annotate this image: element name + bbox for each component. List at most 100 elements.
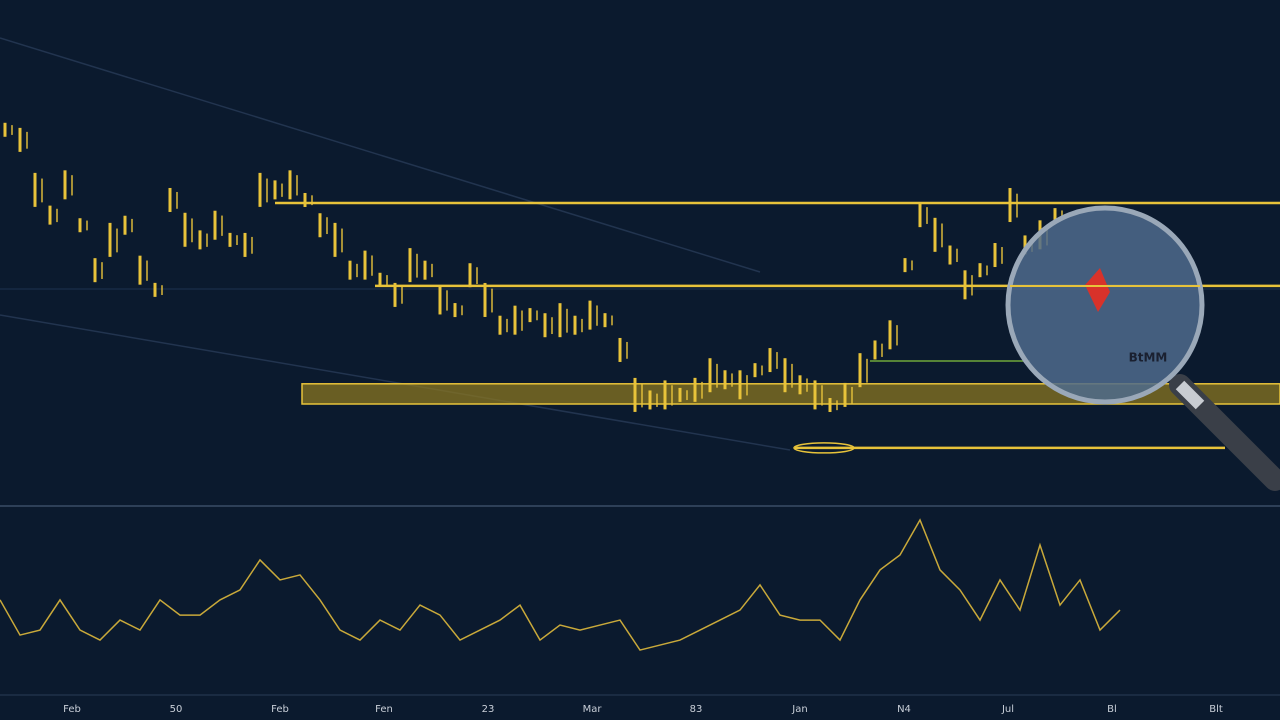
price-tick bbox=[528, 308, 532, 323]
price-tick-shadow bbox=[401, 286, 403, 304]
price-tick-shadow bbox=[911, 260, 913, 271]
price-tick bbox=[78, 218, 82, 233]
price-tick-shadow bbox=[1016, 193, 1018, 218]
price-tick-shadow bbox=[206, 233, 208, 247]
price-tick-shadow bbox=[551, 317, 553, 335]
price-tick-shadow bbox=[326, 217, 328, 235]
price-tick-shadow bbox=[521, 310, 523, 331]
price-tick-shadow bbox=[176, 191, 178, 209]
price-tick bbox=[153, 282, 157, 297]
price-tick bbox=[183, 212, 187, 247]
price-tick-shadow bbox=[251, 236, 253, 254]
price-tick bbox=[228, 232, 232, 247]
price-tick bbox=[633, 377, 637, 412]
price-tick-shadow bbox=[731, 373, 733, 387]
trend-line bbox=[0, 37, 761, 273]
oscillator-line bbox=[0, 518, 1121, 651]
price-tick bbox=[618, 337, 622, 362]
price-tick bbox=[858, 353, 862, 388]
price-tick bbox=[873, 340, 877, 360]
price-tick-shadow bbox=[881, 343, 883, 357]
price-tick bbox=[93, 258, 97, 283]
price-tick-shadow bbox=[896, 325, 898, 346]
price-tick-shadow bbox=[161, 285, 163, 296]
price-tick-shadow bbox=[431, 263, 433, 278]
price-tick-shadow bbox=[611, 315, 613, 326]
price-tick-shadow bbox=[476, 267, 478, 285]
price-tick-shadow bbox=[746, 375, 748, 396]
price-tick-shadow bbox=[986, 265, 988, 276]
price-tick-shadow bbox=[416, 253, 418, 278]
price-tick-shadow bbox=[506, 318, 508, 333]
price-tick-shadow bbox=[26, 131, 28, 149]
price-tick-shadow bbox=[146, 260, 148, 281]
price-tick-shadow bbox=[536, 310, 538, 321]
price-tick bbox=[723, 370, 727, 390]
magnifier-collar bbox=[1175, 380, 1205, 410]
price-tick-shadow bbox=[866, 358, 868, 383]
price-tick-shadow bbox=[851, 386, 853, 404]
price-tick bbox=[708, 358, 712, 393]
price-tick-shadow bbox=[626, 341, 628, 359]
price-tick-shadow bbox=[371, 255, 373, 276]
price-tick bbox=[948, 245, 952, 265]
price-tick bbox=[498, 315, 502, 335]
price-tick bbox=[513, 305, 517, 335]
plot-layer: Feb 50 Feb Fen 23 Mar 83 Jan N4 Jul Bl Blt bbox=[0, 122, 1280, 715]
price-tick-shadow bbox=[716, 363, 718, 388]
price-tick-shadow bbox=[641, 383, 643, 408]
price-tick-shadow bbox=[446, 290, 448, 311]
price-tick bbox=[243, 232, 247, 257]
price-tick bbox=[783, 358, 787, 393]
price-tick bbox=[438, 285, 442, 315]
price-tick bbox=[558, 303, 562, 338]
price-tick-shadow bbox=[1001, 247, 1003, 264]
x-tick-label: Feb bbox=[271, 704, 289, 715]
price-tick-shadow bbox=[116, 228, 118, 253]
price-tick bbox=[978, 263, 982, 278]
price-tick-shadow bbox=[101, 262, 103, 279]
price-tick-shadow bbox=[701, 381, 703, 399]
price-tick bbox=[33, 172, 37, 207]
price-tick bbox=[903, 258, 907, 273]
price-tick bbox=[423, 260, 427, 280]
price-tick-shadow bbox=[71, 175, 73, 196]
magnifier: BtMM bbox=[1005, 205, 1280, 491]
price-tick bbox=[3, 122, 7, 137]
x-tick-label: 50 bbox=[170, 704, 183, 715]
price-tick bbox=[258, 172, 262, 207]
price-tick-shadow bbox=[656, 393, 658, 407]
price-tick-shadow bbox=[236, 235, 238, 246]
price-tick-shadow bbox=[41, 178, 43, 203]
price-tick bbox=[408, 248, 412, 283]
price-tick-shadow bbox=[761, 365, 763, 376]
price-tick bbox=[888, 320, 892, 350]
price-tick bbox=[918, 203, 922, 228]
level-marker bbox=[793, 442, 855, 454]
price-tick bbox=[348, 260, 352, 280]
price-tick bbox=[378, 272, 382, 287]
magnifier-label: BtMM bbox=[1129, 351, 1168, 365]
price-tick bbox=[798, 375, 802, 395]
price-tick-shadow bbox=[266, 178, 268, 203]
price-tick bbox=[843, 382, 847, 407]
price-tick bbox=[468, 263, 472, 288]
price-tick-shadow bbox=[791, 363, 793, 388]
price-tick bbox=[138, 255, 142, 285]
price-tick bbox=[963, 270, 967, 300]
price-tick-shadow bbox=[56, 208, 58, 223]
price-tick bbox=[273, 180, 277, 200]
x-tick-label: 83 bbox=[690, 704, 703, 715]
price-tick-shadow bbox=[386, 275, 388, 285]
price-tick bbox=[573, 315, 577, 335]
price-tick bbox=[588, 300, 592, 330]
price-tick bbox=[453, 303, 457, 318]
price-tick-shadow bbox=[821, 385, 823, 406]
price-tick bbox=[738, 370, 742, 400]
price-tick bbox=[363, 250, 367, 280]
price-tick-shadow bbox=[461, 305, 463, 316]
x-tick-label: N4 bbox=[897, 704, 911, 715]
price-tick-shadow bbox=[596, 305, 598, 326]
price-tick bbox=[768, 348, 772, 373]
price-tick-shadow bbox=[971, 275, 973, 296]
